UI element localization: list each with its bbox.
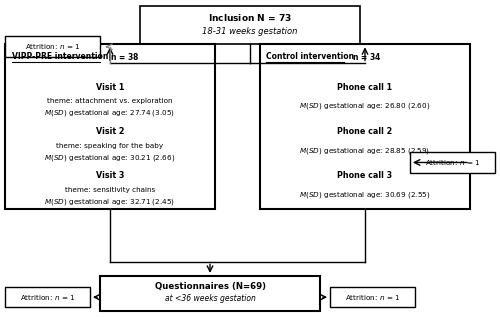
FancyBboxPatch shape (5, 44, 215, 209)
Text: Visit 3: Visit 3 (96, 171, 124, 180)
Text: $\it{M}$($\it{SD}$) gestational age: 32.71 (2.45): $\it{M}$($\it{SD}$) gestational age: 32.… (44, 197, 176, 207)
FancyBboxPatch shape (5, 36, 100, 57)
Text: $\it{M}$($\it{SD}$) gestational age: 30.21 (2.66): $\it{M}$($\it{SD}$) gestational age: 30.… (44, 152, 176, 163)
Text: $\it{M}$($\it{SD}$) gestational age: 30.69 (2.55): $\it{M}$($\it{SD}$) gestational age: 30.… (299, 190, 431, 200)
Text: Phone call 3: Phone call 3 (338, 171, 392, 180)
Text: $\mathbf{n}$ = 34: $\mathbf{n}$ = 34 (352, 51, 382, 62)
Text: $\mathbf{n}$ = 38: $\mathbf{n}$ = 38 (110, 51, 139, 62)
Text: theme: sensitivity chains: theme: sensitivity chains (65, 187, 155, 193)
Text: Attrition: $\it{n}$ = 1: Attrition: $\it{n}$ = 1 (344, 293, 401, 302)
Text: Visit 1: Visit 1 (96, 83, 124, 92)
Text: Attrition: $\it{n}$ = 1: Attrition: $\it{n}$ = 1 (20, 293, 76, 302)
FancyBboxPatch shape (260, 44, 470, 209)
Text: Attrition: $\it{n}$ = 1: Attrition: $\it{n}$ = 1 (424, 158, 480, 167)
Text: Phone call 2: Phone call 2 (338, 127, 392, 136)
Text: theme: speaking for the baby: theme: speaking for the baby (56, 143, 164, 149)
Text: Control intervention: Control intervention (266, 52, 357, 61)
FancyBboxPatch shape (140, 6, 360, 44)
FancyBboxPatch shape (410, 152, 495, 173)
Text: at <36 weeks gestation: at <36 weeks gestation (164, 294, 256, 303)
FancyBboxPatch shape (330, 287, 415, 307)
Text: Phone call 1: Phone call 1 (338, 83, 392, 92)
Text: 18-31 weeks gestation: 18-31 weeks gestation (202, 27, 298, 36)
Text: Attrition: $\it{n}$ = 1: Attrition: $\it{n}$ = 1 (24, 42, 80, 51)
Text: $\it{M}$($\it{SD}$) gestational age: 28.85 (2.59): $\it{M}$($\it{SD}$) gestational age: 28.… (300, 146, 430, 156)
FancyBboxPatch shape (100, 276, 320, 311)
Text: Questionnaires (N=69): Questionnaires (N=69) (154, 282, 266, 291)
Text: $\it{M}$($\it{SD}$) gestational age: 26.80 (2.60): $\it{M}$($\it{SD}$) gestational age: 26.… (300, 101, 430, 111)
Text: theme: attachment vs. exploration: theme: attachment vs. exploration (47, 99, 173, 104)
Text: VIPP-PRE intervention: VIPP-PRE intervention (12, 52, 110, 61)
Text: Visit 2: Visit 2 (96, 127, 124, 136)
Text: Inclusion $\mathbf{N}$ = 73: Inclusion $\mathbf{N}$ = 73 (208, 12, 292, 23)
FancyBboxPatch shape (5, 287, 90, 307)
Text: $\it{M}$($\it{SD}$) gestational age: 27.74 (3.05): $\it{M}$($\it{SD}$) gestational age: 27.… (44, 108, 176, 118)
